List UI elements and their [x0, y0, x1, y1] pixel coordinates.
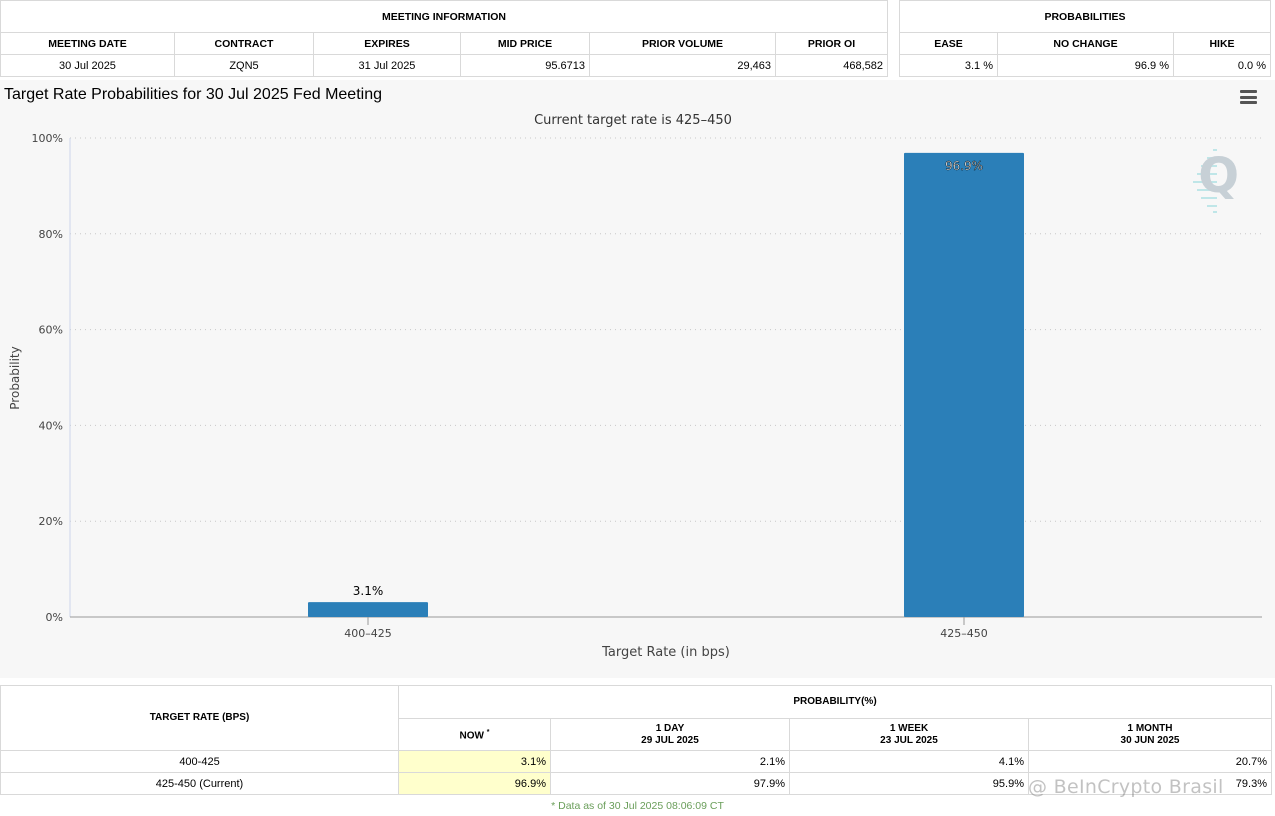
- now-value: 3.1%: [398, 750, 551, 773]
- col-no-change: NO CHANGE: [997, 32, 1174, 55]
- y-tick-label: 0%: [46, 611, 63, 624]
- day-value: 2.1%: [550, 750, 790, 773]
- month-value: 79.3%: [1028, 772, 1272, 795]
- col-now: NOW *: [398, 718, 551, 751]
- data-label: 3.1%: [353, 584, 384, 598]
- col-contract: CONTRACT: [174, 32, 314, 55]
- mid-price-value: 95.6713: [460, 54, 590, 77]
- y-tick-label: 100%: [32, 132, 63, 145]
- watermark-text: @ BeInCrypto Brasil: [1028, 776, 1224, 798]
- week-value: 95.9%: [789, 772, 1029, 795]
- rate-label: 425-450 (Current): [0, 772, 399, 795]
- month-value: 20.7%: [1028, 750, 1272, 773]
- ease-value: 3.1 %: [899, 54, 998, 77]
- rate-label: 400-425: [0, 750, 399, 773]
- logo-lines-icon: [1193, 149, 1217, 213]
- table-row: 425-450 (Current) 96.9% 97.9% 95.9% 79.3…: [0, 772, 1272, 795]
- y-axis-title: Probability: [8, 346, 22, 409]
- table-row: 400-425 3.1% 2.1% 4.1% 20.7%: [0, 750, 1272, 773]
- meeting-date-value: 30 Jul 2025: [0, 54, 175, 77]
- chart-menu-icon[interactable]: [1240, 90, 1257, 104]
- data-timestamp-note: * Data as of 30 Jul 2025 08:06:09 CT: [551, 800, 724, 812]
- probabilities-table: PROBABILITIES EASE NO CHANGE HIKE 3.1 % …: [899, 0, 1271, 77]
- y-tick-label: 20%: [39, 515, 63, 528]
- y-tick-label: 60%: [39, 324, 63, 337]
- probabilities-header: PROBABILITIES: [899, 0, 1271, 33]
- col-prior-oi: PRIOR OI: [775, 32, 888, 55]
- week-value: 4.1%: [789, 750, 1029, 773]
- target-rate-header: TARGET RATE (BPS): [0, 685, 399, 751]
- bar: [904, 152, 1024, 617]
- meeting-information-header: MEETING INFORMATION: [0, 0, 888, 33]
- expires-value: 31 Jul 2025: [313, 54, 461, 77]
- x-tick-label: 400–425: [344, 627, 392, 640]
- hike-value: 0.0 %: [1173, 54, 1271, 77]
- col-prior-volume: PRIOR VOLUME: [589, 32, 776, 55]
- now-value: 96.9%: [398, 772, 551, 795]
- col-expires: EXPIRES: [313, 32, 461, 55]
- col-meeting-date: MEETING DATE: [0, 32, 175, 55]
- col-mid-price: MID PRICE: [460, 32, 590, 55]
- col-hike: HIKE: [1173, 32, 1271, 55]
- y-tick-label: 80%: [39, 228, 63, 241]
- meeting-info-row: 30 Jul 2025 ZQN5 31 Jul 2025 95.6713 29,…: [0, 54, 888, 77]
- chart-container: Target Rate Probabilities for 30 Jul 202…: [0, 80, 1275, 678]
- day-value: 97.9%: [550, 772, 790, 795]
- y-tick-label: 40%: [39, 419, 63, 432]
- chart-title: Target Rate Probabilities for 30 Jul 202…: [4, 86, 382, 103]
- x-tick-label: 425–450: [940, 627, 988, 640]
- col-1-day: 1 DAY 29 JUL 2025: [550, 718, 790, 751]
- meeting-information-table: MEETING INFORMATION MEETING DATE CONTRAC…: [0, 0, 888, 77]
- bar: [308, 602, 428, 617]
- no-change-value: 96.9 %: [997, 54, 1174, 77]
- contract-value: ZQN5: [174, 54, 314, 77]
- probabilities-row: 3.1 % 96.9 % 0.0 %: [899, 54, 1271, 77]
- prior-volume-value: 29,463: [589, 54, 776, 77]
- col-1-month: 1 MONTH 30 JUN 2025: [1028, 718, 1272, 751]
- bar-chart: Current target rate is 425–450 0% 20% 40% 60…: [8, 113, 1262, 660]
- data-label: 96.9%: [945, 159, 983, 173]
- col-1-week: 1 WEEK 23 JUL 2025: [789, 718, 1029, 751]
- chart-subtitle: Current target rate is 425–450: [534, 113, 732, 128]
- col-ease: EASE: [899, 32, 998, 55]
- prior-oi-value: 468,582: [775, 54, 888, 77]
- probability-header: PROBABILITY(%): [398, 685, 1272, 719]
- target-rate-table: TARGET RATE (BPS) PROBABILITY(%) NOW * 1…: [0, 685, 1272, 795]
- logo-q: Q: [1198, 148, 1239, 204]
- x-axis-title: Target Rate (in bps): [601, 645, 730, 660]
